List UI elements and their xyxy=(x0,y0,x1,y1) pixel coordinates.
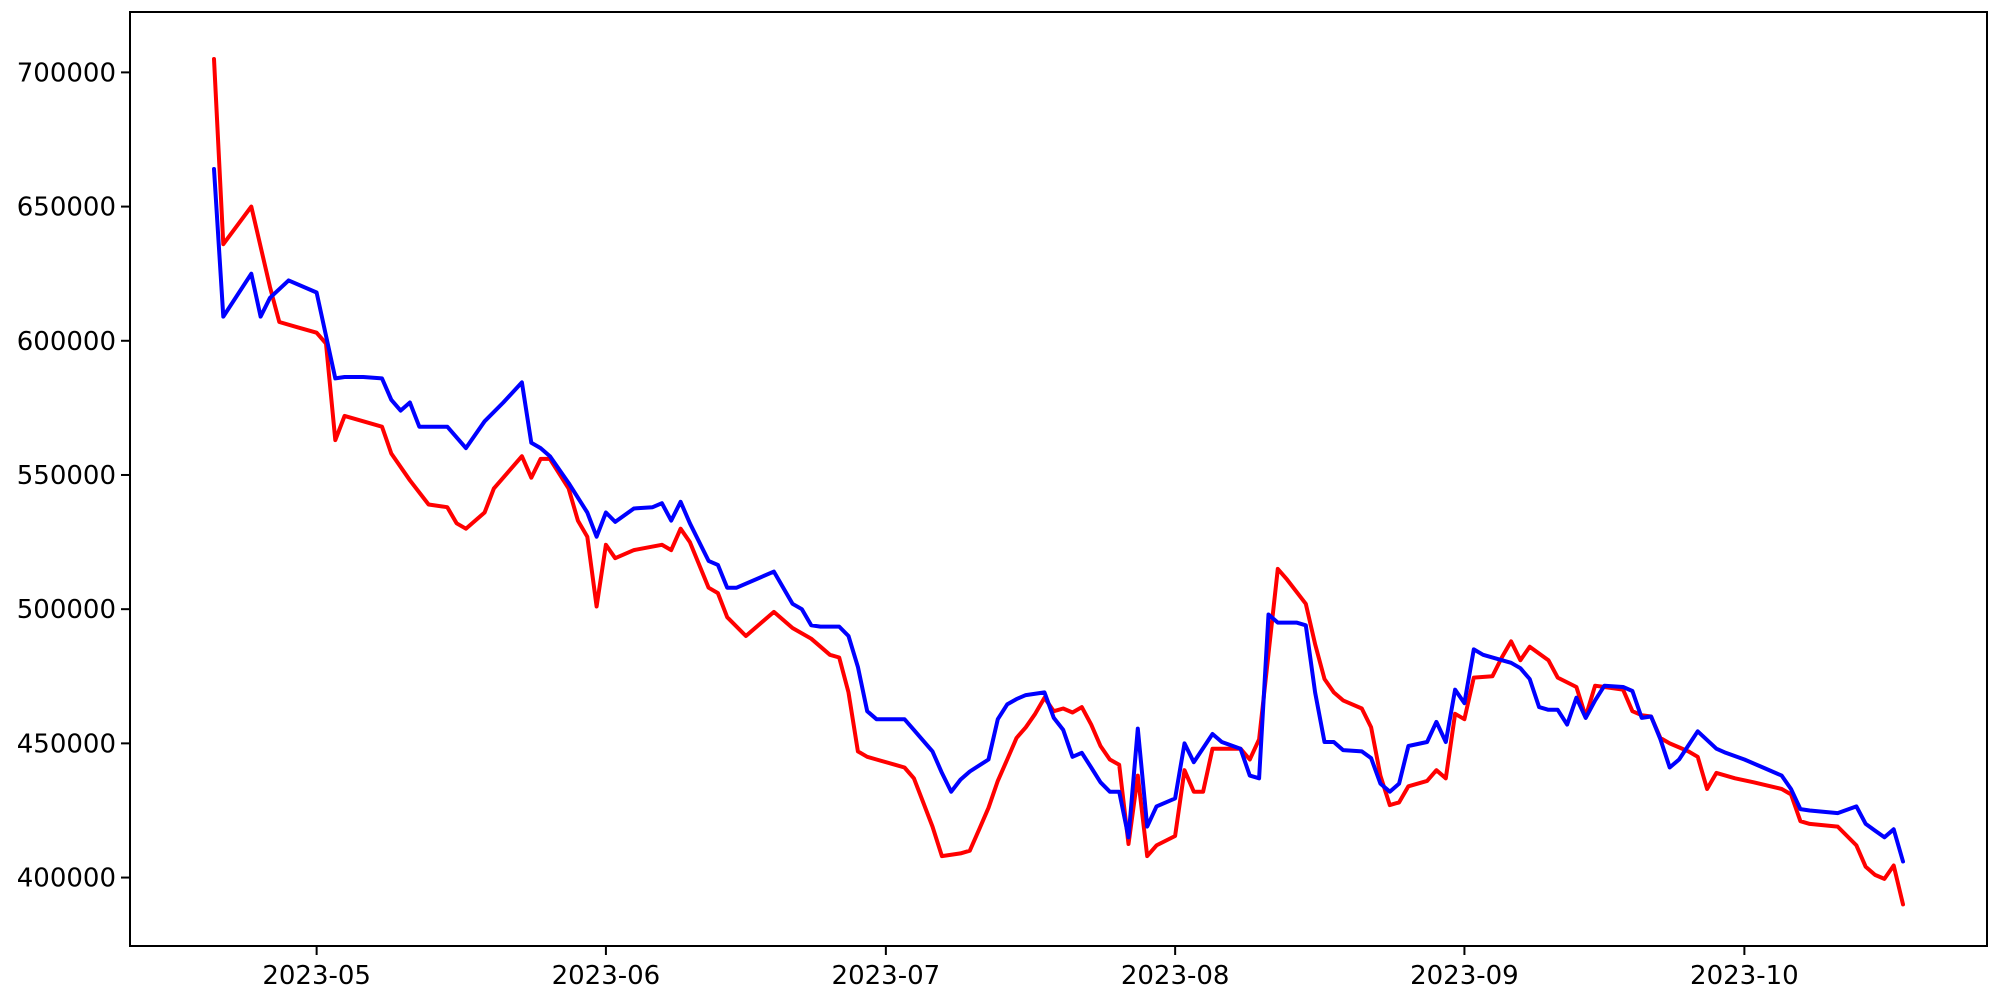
x-tick-label: 2023-10 xyxy=(1690,961,1799,991)
y-tick-label: 650000 xyxy=(17,193,116,223)
blue-series-line xyxy=(212,167,1905,864)
plot-area xyxy=(130,12,1987,946)
x-tick-label: 2023-05 xyxy=(262,961,371,991)
plot-border xyxy=(129,11,1988,947)
x-tick-label: 2023-06 xyxy=(552,961,661,991)
x-tick-label: 2023-09 xyxy=(1410,961,1519,991)
y-tick-label: 550000 xyxy=(17,461,116,491)
y-tick-label: 500000 xyxy=(17,595,116,625)
y-tick-label: 450000 xyxy=(17,729,116,759)
y-tick-label: 400000 xyxy=(17,864,116,894)
y-tick-label: 700000 xyxy=(17,58,116,88)
x-tick-label: 2023-08 xyxy=(1121,961,1230,991)
x-tick-label: 2023-07 xyxy=(832,961,941,991)
y-tick-label: 600000 xyxy=(17,327,116,357)
